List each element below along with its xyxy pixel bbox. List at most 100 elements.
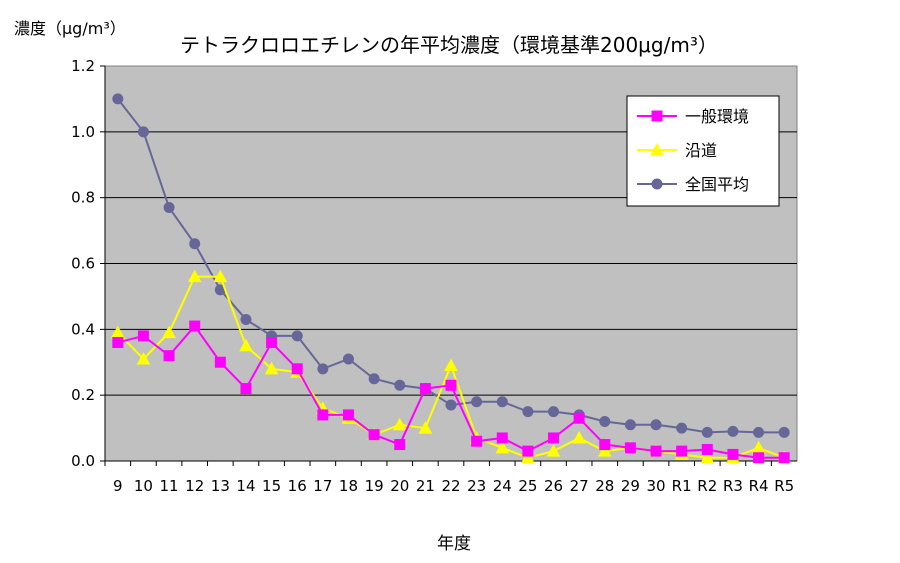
data-point-square (112, 337, 124, 348)
data-point-square (650, 445, 662, 457)
data-point-square (137, 330, 149, 342)
data-point-square (291, 363, 303, 375)
data-point-square (266, 337, 278, 348)
data-point-circle (650, 419, 662, 431)
data-point-square (419, 383, 431, 395)
data-point-square (573, 412, 585, 424)
y-tick-label: 0.8 (71, 189, 95, 207)
x-tick-label: R5 (774, 477, 794, 495)
chart-title: テトラクロロエチレンの年平均濃度（環境基準200μg/m³） (180, 33, 718, 57)
x-tick-label: 14 (236, 477, 255, 495)
series-group (110, 93, 792, 464)
x-tick-label: 29 (621, 477, 640, 495)
data-point-triangle (444, 358, 458, 372)
x-tick-label: R3 (723, 477, 743, 495)
legend-item: 一般環境 (637, 107, 749, 126)
data-point-square (342, 409, 354, 421)
data-point-triangle (264, 361, 279, 375)
data-point-square (189, 320, 201, 332)
data-point-square (163, 350, 175, 362)
x-tick-label: 23 (467, 477, 486, 495)
data-point-circle (496, 396, 508, 408)
data-point-triangle (162, 325, 176, 339)
x-tick-label: 19 (365, 477, 384, 495)
x-tick-label: 20 (390, 477, 409, 495)
x-tick-label: R2 (697, 477, 717, 495)
x-tick-label: 12 (185, 477, 204, 495)
x-tick-label: R1 (672, 477, 692, 495)
data-point-square (753, 452, 765, 464)
data-point-square (727, 448, 739, 460)
x-tick-label: 9 (113, 477, 123, 495)
y-tick-labels: 0.0 0.2 0.4 0.6 0.8 1.0 1.2 (71, 57, 797, 470)
y-tick-label: 1.2 (71, 57, 95, 75)
y-tick-label: 0.0 (71, 452, 95, 470)
series-1 (110, 269, 792, 464)
data-point-square (496, 432, 508, 444)
y-tick-label: 1.0 (71, 123, 95, 141)
data-point-triangle (572, 430, 586, 444)
x-tick-label: 15 (262, 477, 281, 495)
data-point-circle (240, 313, 252, 325)
x-tick-label: 13 (211, 477, 230, 495)
data-point-circle (317, 363, 329, 375)
x-tick-label: 30 (646, 477, 665, 495)
legend-item: 全国平均 (637, 175, 749, 194)
data-point-circle (701, 426, 713, 438)
y-axis-label: 濃度（μg/m³） (14, 19, 126, 38)
data-point-circle (445, 399, 457, 411)
x-tick-label: 16 (288, 477, 307, 495)
x-tick-label: R4 (749, 477, 769, 495)
legend-label: 全国平均 (685, 175, 749, 194)
data-point-circle (112, 93, 124, 105)
data-point-square (676, 445, 688, 457)
x-tick-label: 18 (339, 477, 358, 495)
data-point-triangle (597, 444, 612, 457)
x-tick-label: 22 (441, 477, 460, 495)
data-point-square (599, 439, 611, 451)
data-point-square (778, 452, 790, 464)
data-point-circle (727, 425, 739, 437)
data-point-circle (753, 426, 765, 438)
data-point-circle (676, 422, 688, 434)
data-point-triangle (495, 440, 510, 454)
data-point-circle (599, 416, 611, 427)
data-point-circle (471, 396, 483, 408)
data-point-circle (394, 379, 406, 391)
data-point-triangle (392, 417, 407, 431)
data-point-square (214, 356, 226, 368)
x-axis-label: 年度 (437, 534, 471, 554)
data-point-triangle (239, 338, 253, 352)
data-point-square (651, 110, 663, 122)
legend-label: 沿道 (685, 141, 717, 160)
data-point-square (394, 439, 406, 451)
x-tick-label: 25 (518, 477, 537, 495)
x-tick-label: 28 (595, 477, 614, 495)
x-tick-label: 24 (493, 477, 512, 495)
data-point-circle (651, 178, 663, 190)
data-point-circle (368, 373, 380, 385)
y-tick-label: 0.4 (71, 320, 95, 338)
x-tick-labels: 9 10 11 12 13 14 15 16 17 18 19 20 21 22 23 24 25 26 27 28 2… (104, 461, 794, 495)
x-tick-label: 10 (134, 477, 153, 495)
data-point-circle (548, 406, 560, 418)
x-tick-label: 26 (544, 477, 563, 495)
data-point-triangle (136, 351, 151, 365)
data-point-triangle (546, 444, 561, 457)
data-point-triangle (187, 269, 202, 283)
series-0 (112, 320, 790, 464)
data-point-circle (137, 126, 149, 138)
data-point-circle (342, 353, 354, 365)
data-point-circle (624, 419, 636, 431)
data-point-square (445, 379, 457, 391)
data-point-circle (189, 238, 201, 250)
x-tick-label: 27 (570, 477, 589, 495)
legend-item: 沿道 (637, 141, 717, 160)
legend-label: 一般環境 (685, 107, 749, 126)
y-tick-label: 0.2 (71, 386, 95, 404)
data-point-square (548, 432, 560, 444)
data-point-triangle (650, 142, 664, 156)
data-point-circle (163, 202, 175, 214)
